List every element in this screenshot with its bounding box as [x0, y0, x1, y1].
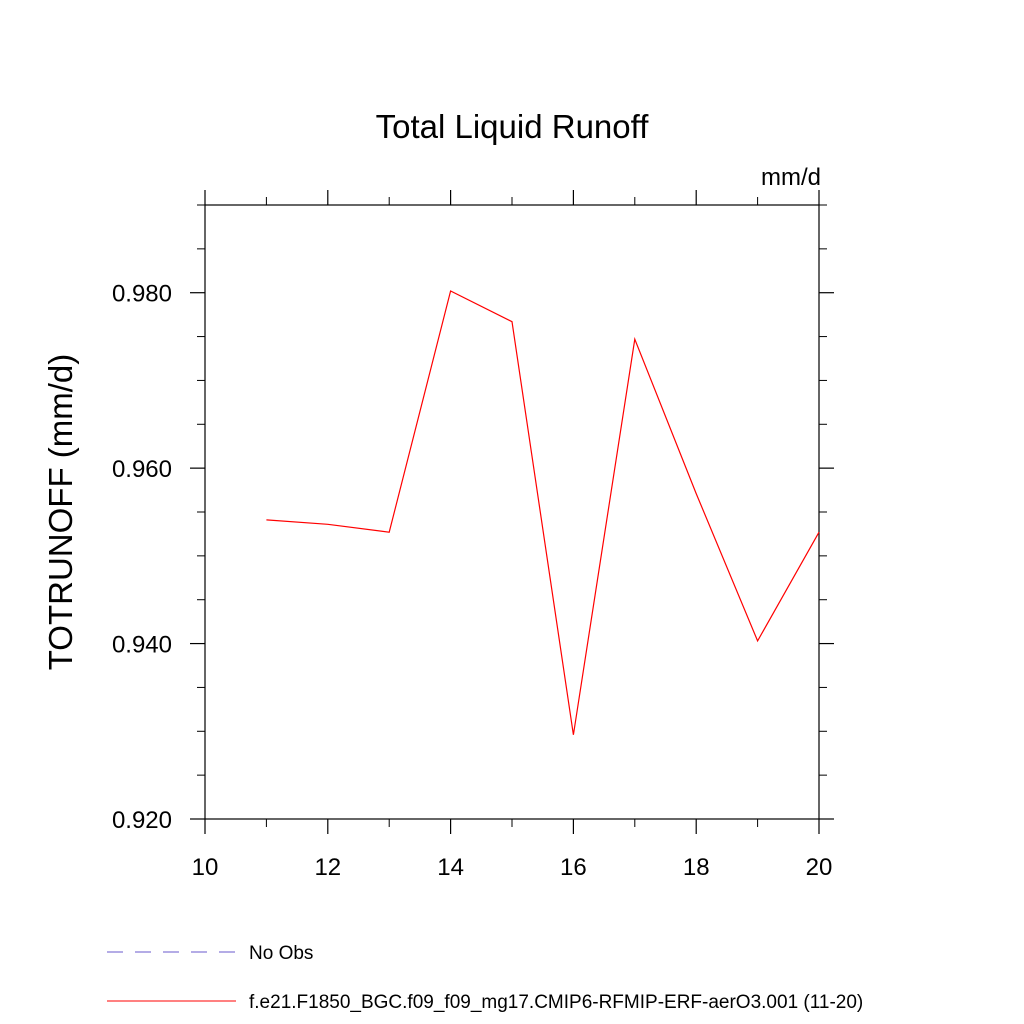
y-tick-label: 0.960	[112, 456, 172, 483]
chart-title: Total Liquid Runoff	[376, 108, 650, 145]
series-lines	[266, 290, 820, 735]
y-tick-label: 0.920	[112, 807, 172, 834]
units-label: mm/d	[761, 164, 821, 191]
plot-frame	[204, 204, 820, 820]
x-tick-label: 12	[314, 854, 341, 881]
y-tick-label: 0.980	[112, 281, 172, 308]
y-tick-label: 0.940	[112, 632, 172, 659]
y-axis-label: TOTRUNOFF (mm/d)	[42, 354, 79, 671]
legend-label: No Obs	[249, 943, 313, 964]
x-tick-label: 16	[560, 854, 587, 881]
axis-ticks	[190, 190, 834, 834]
x-tick-label: 20	[806, 854, 833, 881]
axis-tick-labels: 10 12 14 16 18 20 0.920 0.940 0.960 0.980	[112, 281, 832, 881]
legend: No Obs f.e21.F1850_BGC.f09_f09_mg17.CMIP6…	[107, 943, 863, 1013]
x-tick-label: 18	[683, 854, 710, 881]
x-tick-label: 10	[192, 854, 219, 881]
series-line	[266, 290, 820, 735]
x-tick-label: 14	[437, 854, 464, 881]
legend-label: f.e21.F1850_BGC.f09_f09_mg17.CMIP6-RFMIP…	[249, 992, 863, 1013]
